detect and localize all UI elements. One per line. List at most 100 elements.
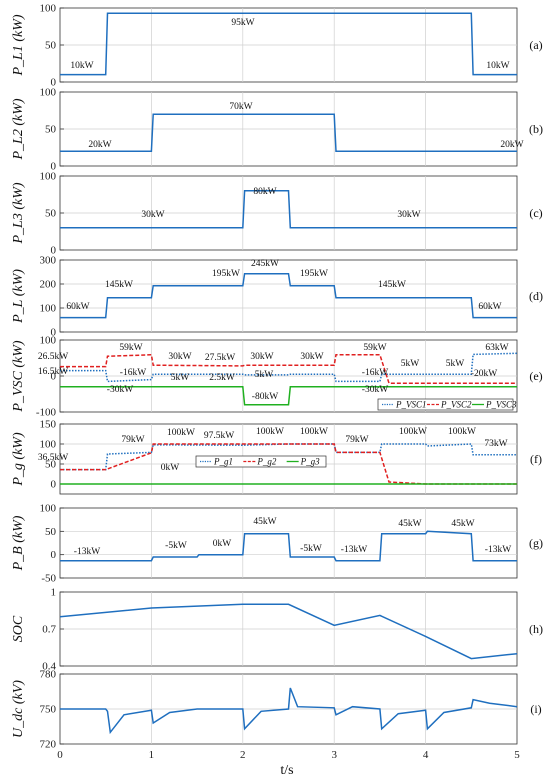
data-annotation: 20kW (88, 140, 111, 150)
data-annotation: 79kW (345, 435, 368, 445)
data-annotation: 16.5kW (38, 367, 68, 377)
x-tick-label: 5 (514, 749, 520, 761)
data-annotation: 26.5kW (38, 352, 68, 362)
y-tick-label: 50 (45, 40, 57, 52)
data-annotation: 59kW (119, 343, 142, 353)
data-annotation: -80kW (252, 392, 278, 402)
legend: P_g1 P_g2 P_g3 (195, 455, 327, 468)
legend-box (195, 455, 327, 468)
data-annotation: -13kW (485, 545, 511, 555)
data-annotation: 145kW (105, 280, 133, 290)
y-axis-label: P_g (kW) (11, 432, 26, 487)
data-annotation: 20kW (500, 140, 523, 150)
data-annotation: -5kW (165, 541, 187, 551)
panel-7: -50 0 50 100 P_B (kW) (g) -13kW -5kW 0kW 45kW -5kW… (11, 503, 543, 585)
y-axis-label: P_L3 (kW) (11, 182, 26, 244)
series-line-main (60, 12, 517, 76)
series-line-main (60, 113, 517, 152)
y-tick-label: 0 (51, 161, 57, 173)
data-annotation: 70kW (229, 102, 252, 112)
y-tick-label: 0.7 (42, 624, 56, 636)
x-tick-label: 2 (240, 749, 246, 761)
data-annotation: 0kW (161, 463, 180, 473)
data-annotation: 0kW (213, 539, 232, 549)
data-annotation: 59kW (363, 343, 386, 353)
y-tick-label: 780 (40, 669, 57, 681)
y-tick-label: 0 (51, 245, 57, 257)
x-tick-label: 3 (331, 749, 337, 761)
data-annotation: 30kW (300, 352, 323, 362)
data-annotation: 30kW (250, 352, 273, 362)
data-annotation: 245kW (251, 259, 279, 269)
panel-8: 0.4 0.7 1 SOC (h) (11, 587, 543, 673)
data-annotation: -30kW (107, 385, 133, 395)
panel-2: 0 50 100 P_L2 (kW) (b) 20kW 70kW 20kW (11, 87, 543, 173)
y-axis-label: P_VSC (kW) (11, 340, 26, 412)
y-axis-label: U_dc (kV) (11, 680, 26, 738)
data-annotation: 45kW (253, 517, 276, 527)
y-tick-label: 0 (51, 549, 57, 561)
y-axis-label: P_L (kW) (11, 269, 26, 324)
data-annotation: -16kW (120, 368, 146, 378)
data-annotation: -20kW (471, 369, 497, 379)
legend: P_VSC1 P_VSC2 P_VSC3 (377, 398, 517, 411)
x-tick-label: 0 (57, 749, 63, 761)
panel-label: (g) (529, 536, 543, 550)
series-line-p-vsc1 (60, 352, 518, 383)
legend-box (377, 398, 514, 411)
data-annotation: 100kW (256, 427, 284, 437)
data-annotation: 45kW (398, 519, 421, 529)
data-annotation: 195kW (212, 269, 240, 279)
y-tick-label: 50 (45, 208, 57, 220)
legend-label: P_g1 (213, 457, 233, 467)
x-axis-label: t/s (280, 763, 293, 778)
data-annotation: 30kW (141, 210, 164, 220)
data-annotation: 63kW (485, 343, 508, 353)
series-line-main (60, 190, 517, 229)
data-annotation: 100kW (300, 427, 328, 437)
y-tick-label: 0.4 (42, 661, 56, 673)
y-tick-label: 720 (40, 739, 57, 751)
y-tick-label: 150 (40, 419, 57, 431)
y-tick-label: 0 (51, 479, 57, 491)
y-tick-label: 100 (40, 171, 57, 183)
data-annotation: 30kW (397, 210, 420, 220)
y-tick-label: 100 (40, 335, 57, 347)
panel-5: -100 0 100 P_VSC (kW) (e) 26.5kW 16.5kW 59kW -16… (11, 335, 543, 419)
y-tick-label: 50 (45, 526, 57, 538)
y-tick-label: -100 (36, 407, 57, 419)
panel-label: (e) (529, 369, 542, 383)
y-axis-label: SOC (11, 615, 26, 642)
data-annotation: 10kW (70, 61, 93, 71)
y-tick-label: -50 (41, 573, 56, 585)
data-annotation: 27.5kW (205, 353, 235, 363)
legend-label: P_g2 (256, 457, 276, 467)
y-tick-label: 0 (51, 371, 57, 383)
data-annotation: 60kW (478, 302, 501, 312)
panel-label: (b) (529, 122, 543, 136)
y-tick-label: 100 (40, 87, 57, 99)
y-axis-label: P_B (kW) (11, 515, 26, 571)
series-line-main (60, 530, 517, 562)
data-annotation: 5kW (401, 359, 420, 369)
y-tick-label: 50 (45, 124, 57, 136)
legend-label: P_VSC3 (485, 400, 517, 410)
y-tick-label: 300 (40, 255, 57, 267)
y-tick-label: 50 (45, 459, 57, 471)
plot-frame (59, 259, 518, 333)
y-tick-label: 100 (40, 3, 57, 15)
data-annotation: -13kW (74, 547, 100, 557)
y-tick-label: 100 (40, 439, 57, 451)
panel-label: (i) (530, 702, 541, 716)
y-tick-label: 0 (51, 77, 57, 89)
panel-label: (c) (529, 206, 542, 220)
panel-label: (d) (529, 289, 543, 303)
data-annotation: 195kW (300, 269, 328, 279)
y-tick-label: 200 (40, 279, 57, 291)
series-line-p-vsc3 (60, 386, 517, 406)
y-tick-label: 1 (51, 587, 57, 599)
panel-3: 0 50 100 P_L3 (kW) (c) 30kW 80kW 30kW (11, 171, 543, 257)
data-annotation: 10kW (486, 61, 509, 71)
